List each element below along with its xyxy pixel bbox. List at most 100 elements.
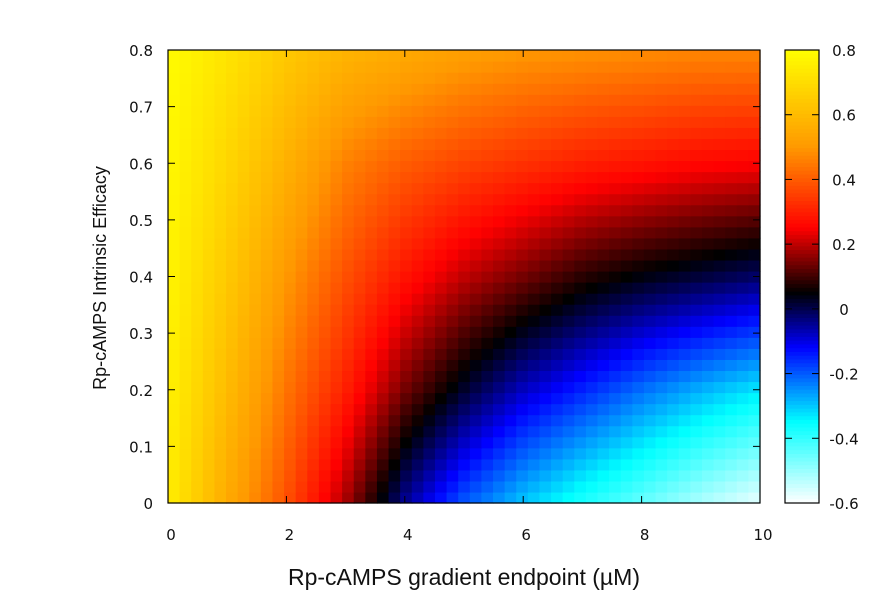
heatmap-cell (434, 138, 448, 151)
heatmap-cell (551, 304, 564, 316)
heatmap-cell (597, 138, 610, 151)
heatmap-cell (667, 215, 680, 228)
heatmap-cell (423, 237, 436, 250)
colorbar-segment (785, 359, 819, 364)
heatmap-cell (388, 72, 401, 84)
heatmap-cell (585, 182, 599, 195)
heatmap-cell (504, 414, 517, 427)
heatmap-cell (353, 414, 366, 427)
heatmap-cell (585, 204, 599, 217)
heatmap-cell (597, 215, 610, 228)
heatmap-cell (701, 61, 715, 73)
heatmap-cell (353, 105, 366, 117)
heatmap-cell (701, 226, 715, 239)
heatmap-cell (446, 160, 459, 173)
heatmap-cell (574, 270, 587, 283)
heatmap-cell (260, 149, 274, 162)
heatmap-cell (713, 105, 726, 117)
heatmap-cell (191, 359, 204, 372)
heatmap-cell (191, 149, 204, 162)
heatmap-cell (249, 370, 262, 383)
heatmap-cell (516, 447, 529, 460)
heatmap-cell (469, 237, 483, 250)
colorbar-segment (785, 68, 819, 74)
heatmap-cell (585, 226, 599, 239)
heatmap-cell (400, 138, 413, 151)
heatmap-cell (411, 204, 424, 217)
heatmap-cell (493, 359, 506, 372)
heatmap-cell (214, 204, 227, 217)
heatmap-cell (237, 370, 250, 383)
heatmap-cell (168, 50, 181, 62)
heatmap-cell (411, 127, 424, 139)
heatmap-cell (643, 315, 657, 327)
heatmap-cell (226, 215, 239, 228)
heatmap-cell (249, 237, 262, 250)
heatmap-cell (527, 392, 541, 405)
heatmap-cell (632, 61, 645, 73)
heatmap-cell (690, 83, 703, 95)
heatmap-cell (272, 149, 285, 162)
heatmap-cell (469, 138, 483, 151)
heatmap-cell (527, 436, 541, 449)
heatmap-cell (272, 270, 285, 283)
heatmap-cell (725, 436, 738, 449)
heatmap-cell (493, 61, 506, 73)
colorbar-segment (785, 212, 819, 217)
heatmap-cell (574, 403, 587, 416)
heatmap-cell (539, 447, 552, 460)
heatmap-cell (562, 248, 575, 261)
heatmap-cell (318, 127, 332, 139)
heatmap-cell (446, 315, 459, 327)
heatmap-cell (736, 270, 749, 283)
heatmap-cell (655, 127, 668, 139)
heatmap-cell (330, 337, 343, 349)
heatmap-cell (597, 72, 610, 84)
heatmap-cell (168, 259, 181, 272)
heatmap-cell (353, 403, 366, 416)
heatmap-cell (678, 337, 691, 349)
heatmap-cell (295, 359, 308, 372)
heatmap-cell (551, 259, 564, 272)
heatmap-cell (237, 127, 250, 139)
heatmap-cell (446, 270, 459, 283)
heatmap-cell (690, 491, 703, 504)
x-tick-label: 0 (166, 526, 176, 544)
heatmap-cell (330, 293, 343, 305)
heatmap-cell (539, 491, 552, 504)
heatmap-cell (226, 337, 239, 349)
colorbar-segment (785, 204, 819, 210)
heatmap-cell (388, 403, 401, 416)
heatmap-cell (527, 204, 541, 217)
heatmap-cell (469, 403, 483, 416)
heatmap-cell (701, 304, 715, 316)
heatmap-cell (376, 149, 390, 162)
heatmap-cell (585, 469, 599, 482)
heatmap-cell (179, 381, 192, 394)
heatmap-cell (736, 193, 749, 206)
heatmap-cell (168, 414, 181, 427)
heatmap-cell (701, 469, 715, 482)
heatmap-cell (493, 337, 506, 349)
heatmap-cell (191, 259, 204, 272)
heatmap-cell (481, 337, 494, 349)
heatmap-cell (284, 392, 297, 405)
heatmap-cell (365, 348, 378, 360)
heatmap-cell (168, 436, 181, 449)
heatmap-cell (179, 248, 192, 261)
heatmap-cell (260, 193, 274, 206)
heatmap-cell (284, 160, 297, 173)
heatmap-cell (701, 282, 715, 294)
heatmap-cell (458, 315, 471, 327)
heatmap-cell (690, 127, 703, 139)
heatmap-cell (748, 248, 761, 261)
heatmap-cell (353, 127, 366, 139)
heatmap-cell (504, 304, 517, 316)
heatmap-cell (376, 50, 390, 62)
heatmap-cell (307, 304, 320, 316)
heatmap-cell (748, 61, 761, 73)
heatmap-cell (191, 337, 204, 349)
heatmap-cell (237, 226, 250, 239)
heatmap-cell (585, 127, 599, 139)
heatmap-cell (551, 480, 564, 493)
